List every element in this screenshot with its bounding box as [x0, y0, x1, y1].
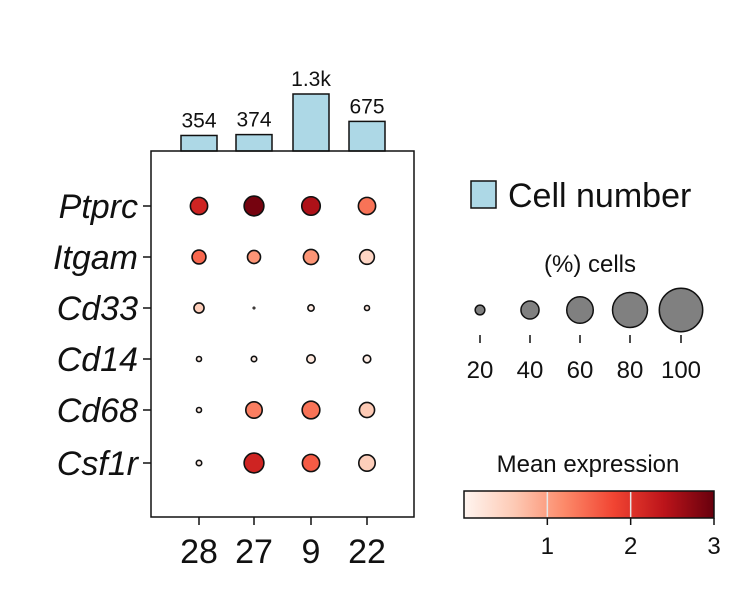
cell-count-bar: [235, 133, 273, 152]
cell-count-bar: [348, 120, 386, 152]
gene-label: Cd33: [57, 290, 138, 328]
gene-label: Cd68: [57, 392, 138, 430]
colorbar: [463, 490, 715, 519]
cluster-label: 28: [180, 533, 218, 571]
gene-axis: Ptprc Itgam Cd33 Cd14 Cd68 Csf1r: [53, 188, 151, 483]
cell-count-bar: [292, 93, 330, 152]
color-legend-title: Mean expression: [497, 451, 680, 478]
expression-dot: [363, 304, 371, 312]
cluster-label: 27: [235, 533, 273, 571]
expression-dot: [193, 302, 205, 314]
size-legend-dot: [611, 291, 649, 329]
size-legend-tick-label: 60: [567, 357, 594, 384]
size-legend-dot: [520, 300, 540, 320]
cell-number-legend-label: Cell number: [508, 177, 691, 215]
expression-dot: [250, 355, 258, 363]
colorbar-tick-label: 1: [541, 533, 554, 560]
cluster-axis: 28 27 9 22: [180, 517, 386, 571]
expression-dot: [357, 453, 377, 473]
cell-count-bar: [180, 134, 218, 152]
size-legend-dot: [565, 295, 595, 325]
gene-label: Ptprc: [59, 188, 138, 226]
expression-dot: [300, 195, 322, 217]
expression-dot: [243, 195, 265, 217]
size-legend-dot: [474, 304, 486, 316]
expression-dot: [301, 453, 321, 473]
size-legend-tick-label: 40: [517, 357, 544, 384]
cell-count-labels: 354 374 1.3k 675: [181, 68, 384, 132]
gene-label: Itgam: [53, 239, 138, 277]
gene-label: Csf1r: [57, 445, 140, 483]
size-legend-dot: [658, 287, 704, 333]
expression-dot: [189, 196, 209, 216]
cell-count-label: 1.3k: [291, 68, 331, 91]
cell-number-legend: Cell number: [470, 177, 691, 215]
cluster-label: 22: [348, 533, 386, 571]
expression-dot: [307, 304, 315, 312]
cell-count-label: 374: [236, 109, 271, 132]
colorbar-tick-label: 3: [707, 533, 720, 560]
size-legend-title: (%) cells: [544, 251, 636, 278]
expression-dot: [191, 249, 207, 265]
size-legend-tick-label: 100: [661, 357, 701, 384]
gene-label: Cd14: [57, 341, 138, 379]
colorbar-tick-label: 2: [624, 533, 637, 560]
expression-dot: [302, 248, 320, 266]
dot-grid: [189, 195, 377, 474]
size-legend: (%) cells 20 40 60 80 100: [467, 251, 704, 384]
expression-dot: [195, 355, 203, 363]
cell-count-label: 675: [349, 95, 384, 118]
expression-dot: [305, 353, 316, 364]
cluster-label: 9: [302, 533, 321, 571]
expression-dot: [243, 452, 265, 474]
cell-count-bars: [180, 93, 386, 152]
size-legend-tick-label: 20: [467, 357, 494, 384]
expression-dot: [358, 248, 376, 266]
expression-dot: [362, 354, 372, 364]
expression-dot: [252, 306, 256, 310]
expression-dot: [246, 249, 262, 265]
plot-frame: [150, 150, 415, 518]
expression-dot: [358, 401, 376, 419]
expression-dot: [357, 196, 377, 216]
expression-dot: [244, 400, 264, 420]
expression-dot: [301, 400, 321, 420]
expression-dot: [195, 406, 203, 414]
cell-number-swatch: [470, 180, 497, 209]
size-legend-tick-label: 80: [617, 357, 644, 384]
cell-count-label: 354: [181, 109, 216, 132]
color-legend: Mean expression 1 2 3: [463, 451, 721, 560]
expression-dot: [195, 459, 203, 467]
